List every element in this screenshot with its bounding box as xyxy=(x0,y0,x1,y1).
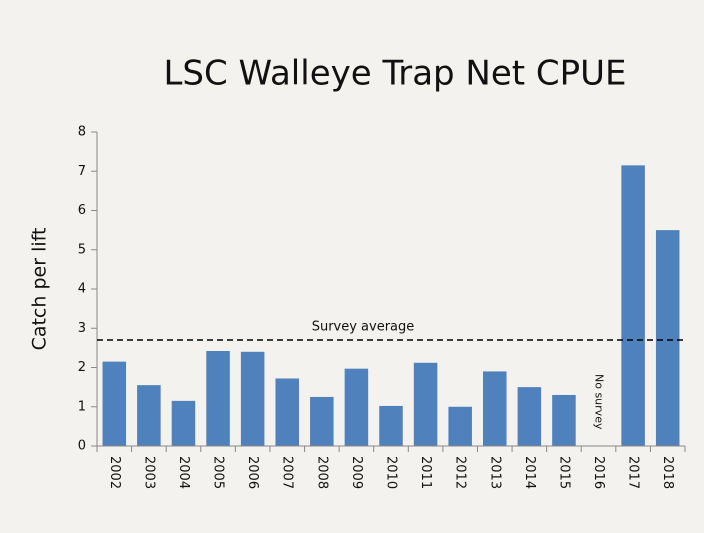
y-tick-label: 6 xyxy=(78,203,86,218)
x-tick-label: 2012 xyxy=(453,456,468,489)
bar xyxy=(483,371,507,446)
x-tick-label: 2002 xyxy=(107,456,122,489)
bar xyxy=(206,351,230,446)
bar xyxy=(240,351,265,446)
bar xyxy=(102,361,127,446)
x-tick-label: 2018 xyxy=(660,456,675,489)
x-tick-label: 2015 xyxy=(556,456,571,489)
bar xyxy=(448,406,472,446)
bar xyxy=(275,378,299,446)
bar xyxy=(379,405,403,446)
bar xyxy=(413,362,438,446)
average-label: Survey average xyxy=(312,320,415,335)
y-tick-label: 4 xyxy=(78,282,86,297)
bar xyxy=(310,396,334,446)
bar xyxy=(344,368,369,446)
y-tick-label: 3 xyxy=(78,321,86,336)
x-tick-label: 2011 xyxy=(418,456,433,489)
y-tick-label: 7 xyxy=(78,164,86,179)
y-tick-label: 5 xyxy=(78,242,86,257)
x-tick-label: 2017 xyxy=(626,456,641,489)
y-tick-label: 8 xyxy=(78,125,86,140)
bar xyxy=(171,400,196,446)
bar xyxy=(137,385,161,446)
x-tick-label: 2007 xyxy=(280,456,295,489)
y-axis-label: Catch per lift xyxy=(29,228,51,351)
x-tick-label: 2016 xyxy=(591,456,606,489)
y-tick-label: 1 xyxy=(78,399,86,414)
bar xyxy=(552,394,576,446)
x-tick-label: 2004 xyxy=(176,456,191,489)
x-tick-label: 2006 xyxy=(245,456,260,489)
x-tick-label: 2010 xyxy=(384,456,399,489)
x-tick-label: 2009 xyxy=(349,456,364,489)
x-tick-label: 2003 xyxy=(141,456,156,489)
bar xyxy=(517,387,542,446)
x-tick-label: 2005 xyxy=(211,456,226,489)
no-data-label: No survey xyxy=(593,374,606,430)
bar xyxy=(655,230,680,446)
x-tick-label: 2008 xyxy=(314,456,329,489)
x-tick-label: 2014 xyxy=(522,456,537,489)
y-tick-label: 2 xyxy=(78,360,86,375)
y-tick-label: 0 xyxy=(78,439,86,454)
x-tick-label: 2013 xyxy=(487,456,502,489)
bar xyxy=(621,165,645,447)
chart-title: LSC Walleye Trap Net CPUE xyxy=(163,54,626,94)
